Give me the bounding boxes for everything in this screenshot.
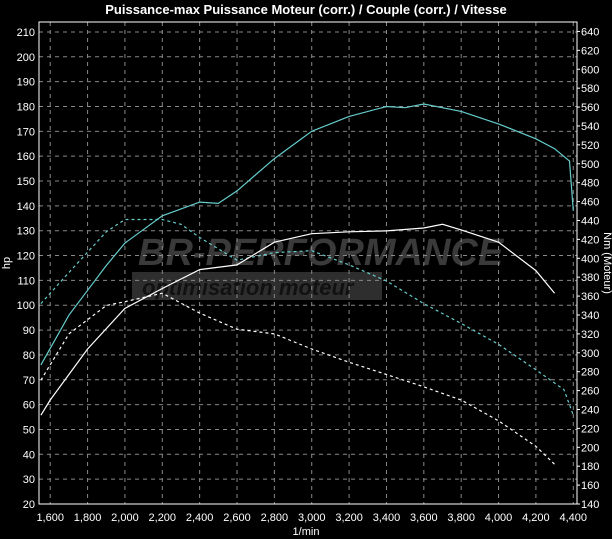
y2-tick-label: 560 bbox=[581, 102, 599, 114]
y-tick-label: 110 bbox=[17, 275, 35, 287]
y2-tick-label: 580 bbox=[581, 83, 599, 95]
y2-tick-label: 160 bbox=[581, 480, 599, 492]
y2-axis-label: Nm (Moteur) bbox=[601, 232, 612, 294]
x-tick-label: 3,600 bbox=[410, 512, 438, 524]
x-tick-label: 2,600 bbox=[223, 512, 251, 524]
y2-tick-label: 500 bbox=[581, 159, 599, 171]
x-tick-label: 4,000 bbox=[485, 512, 513, 524]
y-tick-label: 180 bbox=[17, 101, 35, 113]
y2-tick-label: 420 bbox=[581, 234, 599, 246]
y-tick-label: 160 bbox=[17, 151, 35, 163]
y2-tick-label: 300 bbox=[581, 348, 599, 360]
y2-tick-label: 320 bbox=[581, 329, 599, 341]
y2-tick-label: 440 bbox=[581, 215, 599, 227]
watermark-logo: BR-PERFORMANCE optimisation moteur bbox=[132, 232, 505, 300]
y2-tick-label: 240 bbox=[581, 404, 599, 416]
x-tick-label: 3,400 bbox=[373, 512, 401, 524]
y2-tick-label: 520 bbox=[581, 140, 599, 152]
y2-tick-label: 200 bbox=[581, 442, 599, 454]
x-tick-label: 4,200 bbox=[522, 512, 550, 524]
y2-tick-label: 140 bbox=[581, 499, 599, 511]
y-tick-label: 20 bbox=[23, 499, 35, 511]
x-tick-label: 2,400 bbox=[186, 512, 214, 524]
svg-text:optimisation moteur: optimisation moteur bbox=[142, 275, 355, 300]
x-tick-label: 4,400 bbox=[559, 512, 587, 524]
x-tick-label: 3,000 bbox=[298, 512, 326, 524]
series-line-0 bbox=[40, 103, 574, 366]
y-tick-label: 100 bbox=[17, 300, 35, 312]
y-tick-label: 140 bbox=[17, 201, 35, 213]
y2-tick-label: 640 bbox=[581, 26, 599, 38]
chart-title: Puissance-max Puissance Moteur (corr.) /… bbox=[105, 2, 506, 17]
x-tick-label: 1,600 bbox=[36, 512, 64, 524]
y2-tick-label: 480 bbox=[581, 178, 599, 190]
y2-tick-label: 260 bbox=[581, 386, 599, 398]
y-tick-label: 150 bbox=[17, 176, 35, 188]
x-axis-label: 1/min bbox=[293, 526, 320, 538]
y2-tick-label: 400 bbox=[581, 253, 599, 265]
plot-frame bbox=[38, 21, 578, 505]
y2-tick-label: 280 bbox=[581, 367, 599, 379]
y2-tick-label: 220 bbox=[581, 423, 599, 435]
y-tick-label: 70 bbox=[23, 375, 35, 387]
y2-tick-label: 340 bbox=[581, 310, 599, 322]
y-tick-label: 200 bbox=[17, 52, 35, 64]
x-tick-label: 1,800 bbox=[74, 512, 102, 524]
grid bbox=[39, 22, 577, 504]
x-tick-label: 3,200 bbox=[335, 512, 363, 524]
y-tick-label: 30 bbox=[23, 474, 35, 486]
series-line-2 bbox=[40, 223, 556, 416]
x-tick-label: 2,000 bbox=[111, 512, 139, 524]
y2-tick-label: 460 bbox=[581, 197, 599, 209]
y-tick-label: 190 bbox=[17, 77, 35, 89]
y-tick-label: 120 bbox=[17, 251, 35, 263]
series-line-3 bbox=[40, 292, 556, 465]
y2-tick-label: 620 bbox=[581, 45, 599, 57]
x-tick-label: 2,200 bbox=[149, 512, 177, 524]
y-tick-label: 90 bbox=[23, 325, 35, 337]
svg-text:BR-PERFORMANCE: BR-PERFORMANCE bbox=[138, 232, 505, 274]
y2-tick-label: 180 bbox=[581, 461, 599, 473]
x-tick-label: 3,800 bbox=[447, 512, 475, 524]
series-lines bbox=[40, 103, 574, 465]
y-axis-label: hp bbox=[1, 257, 13, 269]
y2-tick-label: 380 bbox=[581, 272, 599, 284]
y-tick-label: 80 bbox=[23, 350, 35, 362]
y-tick-label: 170 bbox=[17, 126, 35, 138]
y-tick-label: 60 bbox=[23, 400, 35, 412]
y-tick-label: 210 bbox=[17, 27, 35, 39]
y2-tick-label: 360 bbox=[581, 291, 599, 303]
y-tick-label: 50 bbox=[23, 424, 35, 436]
y2-tick-label: 540 bbox=[581, 121, 599, 133]
x-tick-label: 2,800 bbox=[261, 512, 289, 524]
y-tick-label: 40 bbox=[23, 449, 35, 461]
series-line-1 bbox=[40, 218, 574, 416]
y-tick-label: 130 bbox=[17, 226, 35, 238]
y2-tick-label: 600 bbox=[581, 64, 599, 76]
